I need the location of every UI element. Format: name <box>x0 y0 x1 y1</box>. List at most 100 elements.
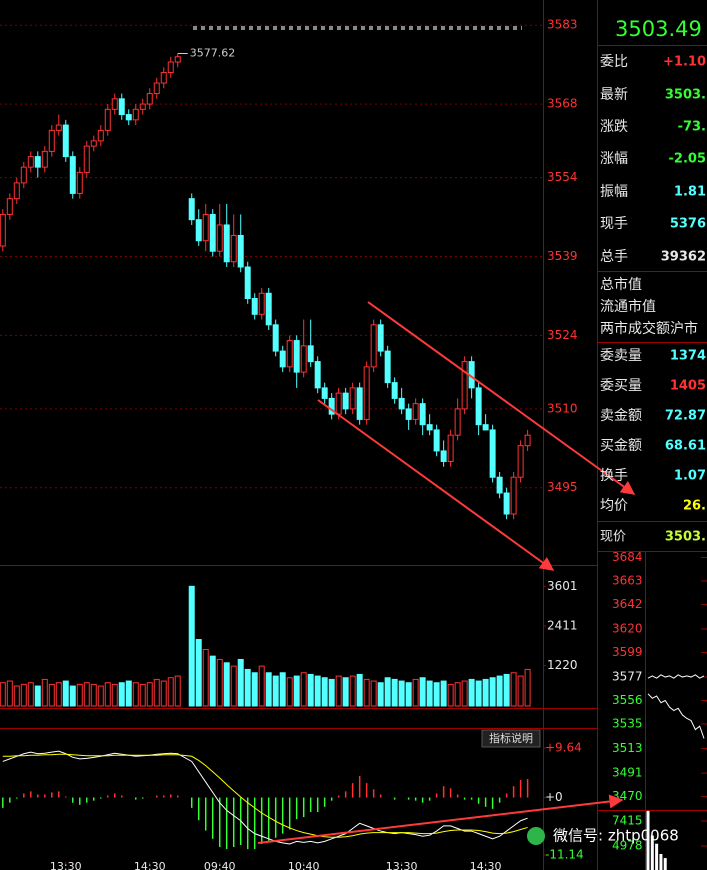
volume-bar <box>104 682 111 707</box>
volume-bar <box>440 680 447 707</box>
y-tick-label: 3524 <box>547 328 578 342</box>
candle-body <box>391 382 398 399</box>
dea-line <box>2 753 528 838</box>
x-tick-label: 14:30 <box>134 860 166 870</box>
indicator-button-label[interactable]: 指标说明 <box>489 731 533 745</box>
quote-value: 1374 <box>670 349 706 364</box>
candle-body <box>251 298 258 315</box>
volume-bar <box>69 685 76 707</box>
volume-bar <box>90 683 97 707</box>
volume-bar <box>0 682 6 707</box>
candle-body <box>293 340 300 373</box>
candle-body <box>321 387 328 399</box>
last-price: 3503.49 <box>615 17 702 41</box>
candle-body <box>20 166 27 184</box>
y-tick-label: 3495 <box>547 480 578 494</box>
candle-body <box>286 340 293 368</box>
max-label: 3577.62 <box>190 47 236 60</box>
candle-body <box>419 403 426 426</box>
candle-body <box>153 82 160 95</box>
quote-label: 均价 <box>600 498 628 514</box>
volume-bar <box>118 682 125 707</box>
candle-body <box>307 345 314 363</box>
quote-value: 68.61 <box>665 439 706 454</box>
mini-volume-bar <box>650 835 654 870</box>
quote-label: 委卖量 <box>600 348 642 364</box>
volume-bar <box>475 680 482 707</box>
quote-value: -73. <box>678 120 706 135</box>
volume-bar <box>41 678 48 707</box>
volume-bar <box>377 682 384 707</box>
y-tick-label: -11.14 <box>545 847 584 861</box>
candle-body <box>174 56 181 63</box>
volume-bar <box>258 665 265 707</box>
volume-bar <box>363 678 370 707</box>
quote-value: -2.05 <box>669 152 706 167</box>
candle-body <box>342 392 349 410</box>
wechat-icon <box>527 827 545 845</box>
volume-bar <box>342 677 349 707</box>
candle-body <box>426 424 433 431</box>
y-tick-label: 3535 <box>612 716 643 730</box>
volume-bar <box>202 648 209 707</box>
volume-bar <box>447 683 454 707</box>
volume-bar <box>216 658 223 707</box>
volume-bar <box>174 675 181 707</box>
quote-value: 3503. <box>665 88 706 103</box>
volume-bar <box>517 675 524 707</box>
volume-bar <box>335 675 342 707</box>
volume-bar <box>272 675 279 707</box>
volume-bar <box>27 682 34 707</box>
volume-bar <box>300 672 307 707</box>
x-tick-label: 14:30 <box>470 860 502 870</box>
candle-body <box>83 145 90 173</box>
volume-bar <box>139 683 146 707</box>
quote-label: 涨跌 <box>600 119 628 135</box>
candle-body <box>132 108 139 121</box>
quote-value: 5376 <box>670 217 706 232</box>
quote-label: 总手 <box>600 249 628 265</box>
mini-price-line <box>647 674 705 679</box>
candle-body <box>146 93 153 105</box>
candle-body <box>160 72 167 84</box>
x-tick-label: 13:30 <box>50 860 82 870</box>
candle-body <box>349 387 356 410</box>
volume-bar <box>489 677 496 707</box>
volume-bar <box>279 672 286 707</box>
volume-bar <box>125 680 132 707</box>
candle-body <box>412 403 419 420</box>
candle-body <box>118 98 125 116</box>
chart-layer: 3495 3510 3524 3539 3554 3568 3583 3577.62 13:30… <box>0 18 707 870</box>
candle-body <box>524 434 531 447</box>
mini-volume-bar <box>663 858 667 870</box>
candle-body <box>6 198 13 215</box>
volume-bar <box>384 677 391 707</box>
quote-value: +1.10 <box>663 55 706 70</box>
candle-body <box>69 156 76 194</box>
candle-body <box>195 219 202 242</box>
y-tick-label: 3599 <box>612 645 643 659</box>
candle-body <box>510 476 517 515</box>
candle-body <box>223 224 230 263</box>
volume-bar <box>503 673 510 707</box>
candle-body <box>265 292 272 326</box>
volume-bar <box>524 668 531 707</box>
x-tick-label: 09:40 <box>204 860 236 870</box>
candle-body <box>398 397 405 410</box>
quote-label: 换手 <box>600 467 628 484</box>
volume-bar <box>83 682 90 707</box>
candle-body <box>447 434 454 462</box>
candle-body <box>370 324 377 368</box>
candle-body <box>97 129 104 142</box>
quote-label: 现手 <box>600 216 628 232</box>
annotations <box>257 301 636 844</box>
volume-bar <box>251 672 258 707</box>
candle-body <box>202 213 209 242</box>
mini-volume-bar <box>659 853 663 870</box>
indicator-button[interactable] <box>481 729 541 748</box>
candle-body <box>517 445 524 478</box>
quote-label: 委买量 <box>600 378 642 394</box>
candle-body <box>34 156 41 168</box>
candle-body <box>440 450 447 462</box>
candle-body <box>258 292 265 315</box>
